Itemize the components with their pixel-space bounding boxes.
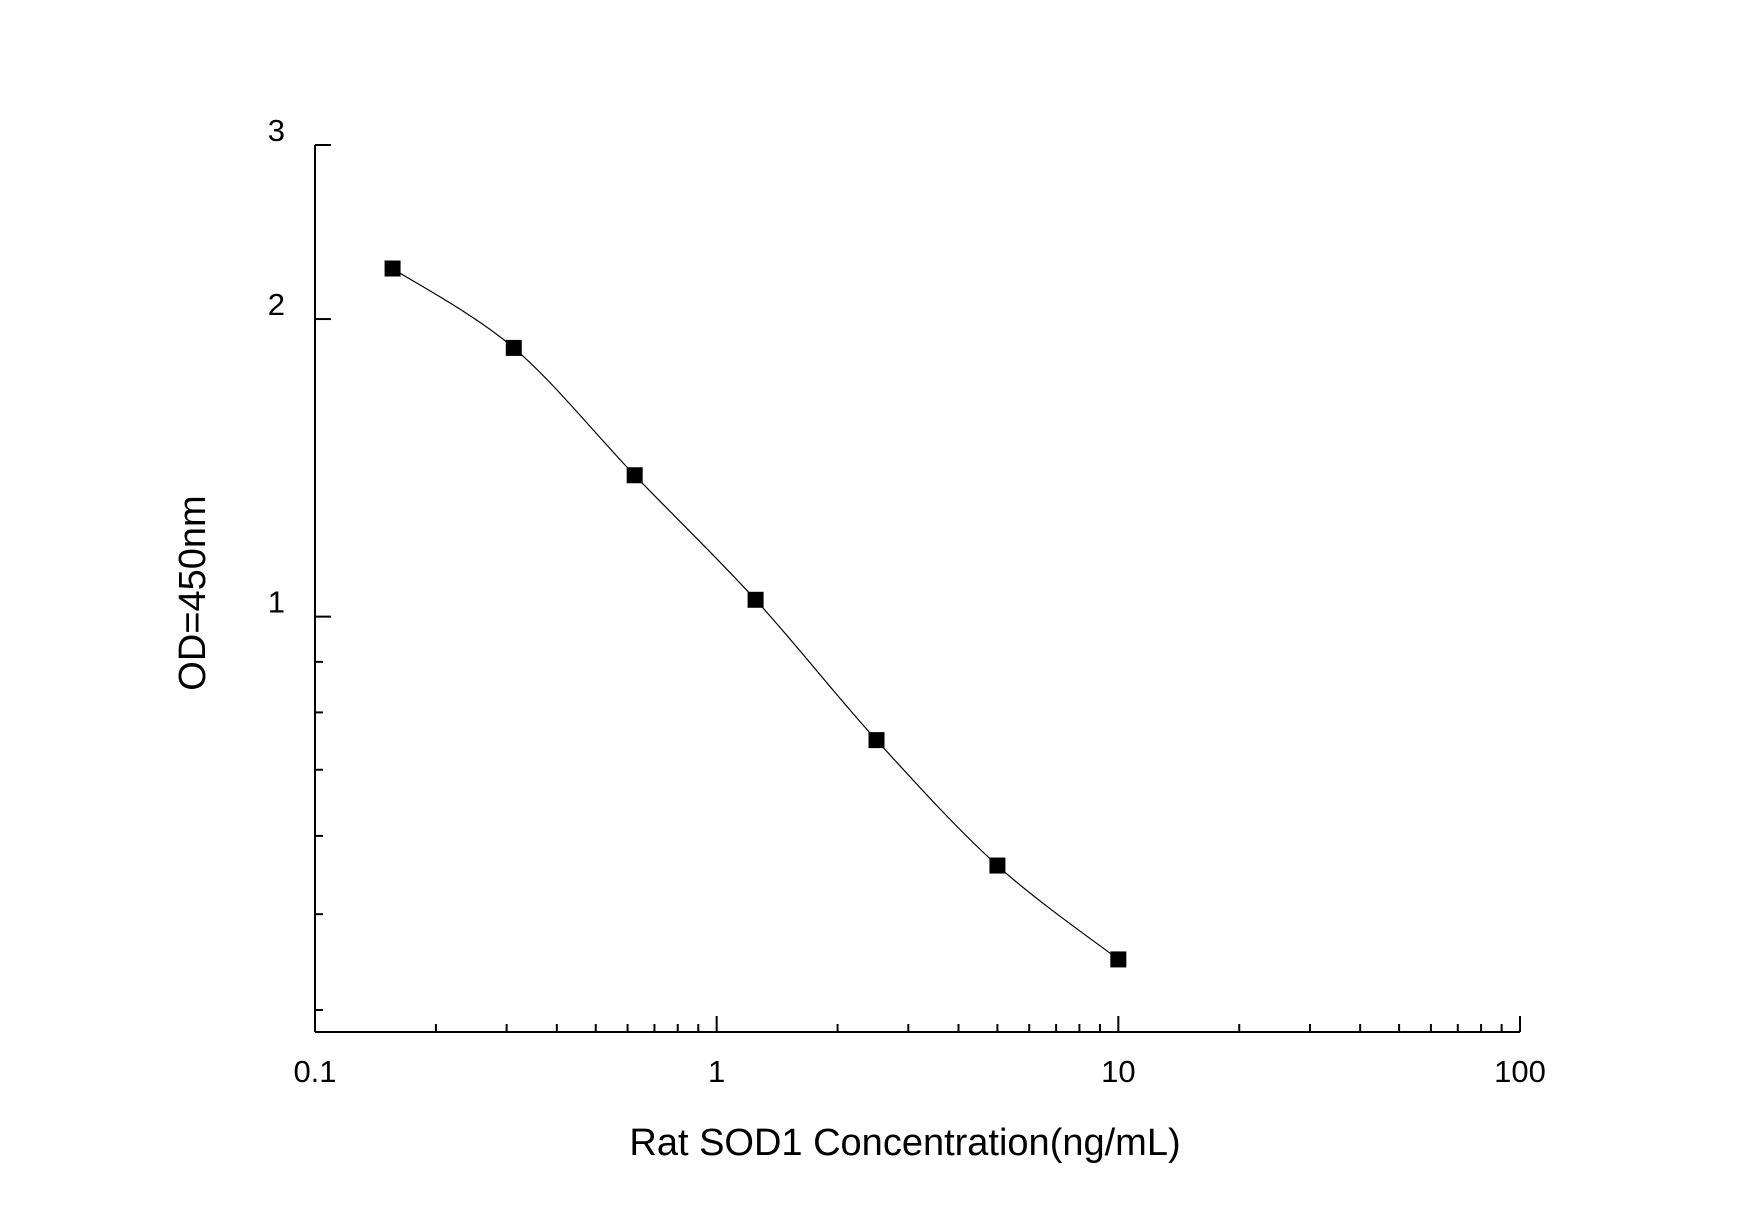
data-point <box>747 591 764 608</box>
data-point <box>626 467 643 484</box>
data-point <box>505 339 522 356</box>
data-point <box>989 857 1006 874</box>
series-line <box>392 267 1119 960</box>
series <box>384 260 1127 968</box>
x-tick-label: 100 <box>1494 1054 1546 1089</box>
data-point <box>868 732 885 749</box>
tick-labels: 0.1 1 10 100 1 2 3 <box>268 113 1546 1089</box>
x-tick-label: 1 <box>708 1054 725 1089</box>
y-axis-title: OD=450nm <box>172 495 214 690</box>
data-point <box>384 260 401 277</box>
y-tick-label: 3 <box>268 113 285 148</box>
ticks <box>314 144 1521 1032</box>
x-tick-label: 0.1 <box>293 1054 336 1089</box>
y-tick-label: 2 <box>268 287 285 322</box>
x-axis-title: Rat SOD1 Concentration(ng/mL) <box>629 1122 1180 1164</box>
y-tick-label: 1 <box>268 585 285 620</box>
x-tick-label: 10 <box>1101 1054 1135 1089</box>
data-point <box>1110 951 1127 968</box>
axes <box>314 145 1520 1033</box>
